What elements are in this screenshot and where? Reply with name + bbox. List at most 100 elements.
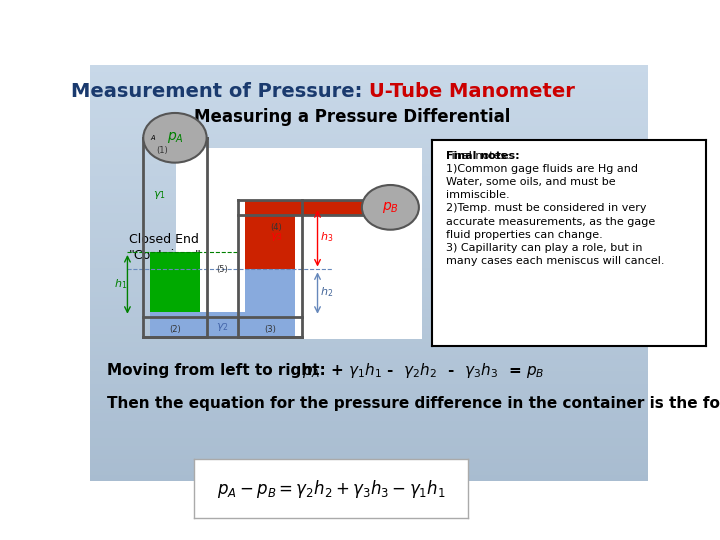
Bar (90, 319, 648, 322)
Bar (90, 476, 648, 481)
Bar (90, 302, 648, 306)
Polygon shape (150, 312, 295, 339)
Bar (90, 144, 648, 148)
Bar (90, 168, 648, 173)
Bar (90, 65, 648, 69)
Bar (90, 248, 648, 252)
Bar (90, 314, 648, 319)
Bar (90, 152, 648, 156)
Bar (90, 431, 648, 435)
Text: $h_2$: $h_2$ (320, 285, 333, 299)
Bar (90, 235, 648, 239)
Polygon shape (245, 269, 295, 319)
Bar (90, 310, 648, 314)
Bar (90, 460, 648, 464)
Bar (90, 90, 648, 94)
Text: $p_A$: $p_A$ (166, 130, 184, 145)
Bar (90, 82, 648, 85)
Text: (1): (1) (156, 146, 168, 155)
Polygon shape (245, 200, 295, 269)
Bar (90, 173, 648, 177)
Bar (90, 206, 648, 210)
Bar (90, 252, 648, 256)
Bar (90, 260, 648, 265)
Bar (90, 256, 648, 260)
Text: $p_A$  + $\gamma_1 h_1$ -  $\gamma_2 h_2$  -  $\gamma_3 h_3$  = $p_B$: $p_A$ + $\gamma_1 h_1$ - $\gamma_2 h_2$ … (302, 361, 544, 380)
Text: Moving from left to right:: Moving from left to right: (107, 363, 336, 378)
Bar (90, 219, 648, 223)
Bar (90, 327, 648, 331)
Bar (90, 348, 648, 352)
Circle shape (362, 185, 419, 230)
Bar (90, 285, 648, 289)
Text: $\gamma_2$: $\gamma_2$ (216, 321, 229, 333)
Bar (90, 265, 648, 268)
Bar (90, 385, 648, 389)
Text: $h_1$: $h_1$ (114, 278, 127, 291)
Bar (90, 468, 648, 472)
Bar (90, 131, 648, 136)
Bar (90, 343, 648, 348)
Bar (90, 451, 648, 456)
Polygon shape (245, 200, 381, 215)
Text: Then the equation for the pressure difference in the container is the following:: Then the equation for the pressure diffe… (107, 396, 720, 411)
Bar (90, 148, 648, 152)
Bar (90, 418, 648, 422)
Text: $\gamma_3$: $\gamma_3$ (270, 231, 283, 243)
Bar (90, 331, 648, 335)
Text: Final notes:
1)Common gage fluids are Hg and
Water, some oils, and must be
immis: Final notes: 1)Common gage fluids are Hg… (446, 151, 664, 266)
Bar (90, 435, 648, 439)
Bar (90, 156, 648, 160)
Text: (2): (2) (169, 325, 181, 334)
Bar (90, 190, 648, 194)
Bar (90, 223, 648, 227)
Bar (90, 464, 648, 468)
Bar (90, 277, 648, 281)
Bar (90, 406, 648, 410)
Bar (90, 111, 648, 114)
Bar (90, 98, 648, 102)
Bar (90, 427, 648, 431)
Bar (90, 294, 648, 298)
Bar (90, 360, 648, 364)
Text: $p_A - p_B = \gamma_2 h_2 + \gamma_3 h_3 - \gamma_1 h_1$: $p_A - p_B = \gamma_2 h_2 + \gamma_3 h_3… (217, 478, 446, 500)
Bar (90, 85, 648, 90)
Bar (90, 439, 648, 443)
Bar (90, 106, 648, 111)
Bar (90, 214, 648, 219)
Bar (90, 393, 648, 397)
Bar (90, 177, 648, 181)
Bar (90, 165, 648, 168)
FancyBboxPatch shape (176, 148, 422, 339)
Text: Closed End
"Container": Closed End "Container" (129, 233, 202, 262)
Bar (90, 322, 648, 327)
Bar (90, 381, 648, 385)
Text: U-Tube Manometer: U-Tube Manometer (369, 82, 575, 102)
Bar (90, 289, 648, 294)
Text: Measuring a Pressure Differential: Measuring a Pressure Differential (194, 108, 510, 126)
Bar (90, 281, 648, 285)
Bar (90, 181, 648, 185)
Bar (90, 77, 648, 82)
Bar (90, 364, 648, 368)
Circle shape (143, 113, 207, 163)
Bar (90, 397, 648, 402)
Bar (90, 306, 648, 310)
Bar (90, 185, 648, 190)
Bar (90, 123, 648, 127)
Bar (90, 127, 648, 131)
Text: (3): (3) (264, 325, 276, 334)
Text: Measurement of Pressure:: Measurement of Pressure: (71, 82, 369, 102)
Bar (90, 140, 648, 144)
Bar (90, 244, 648, 248)
Bar (90, 160, 648, 165)
Bar (90, 402, 648, 406)
Text: $\gamma_1$: $\gamma_1$ (153, 189, 166, 201)
Bar (90, 273, 648, 277)
Bar (90, 194, 648, 198)
Bar (90, 472, 648, 476)
Bar (90, 443, 648, 447)
Bar (90, 231, 648, 235)
Bar (90, 414, 648, 418)
Bar (90, 210, 648, 214)
